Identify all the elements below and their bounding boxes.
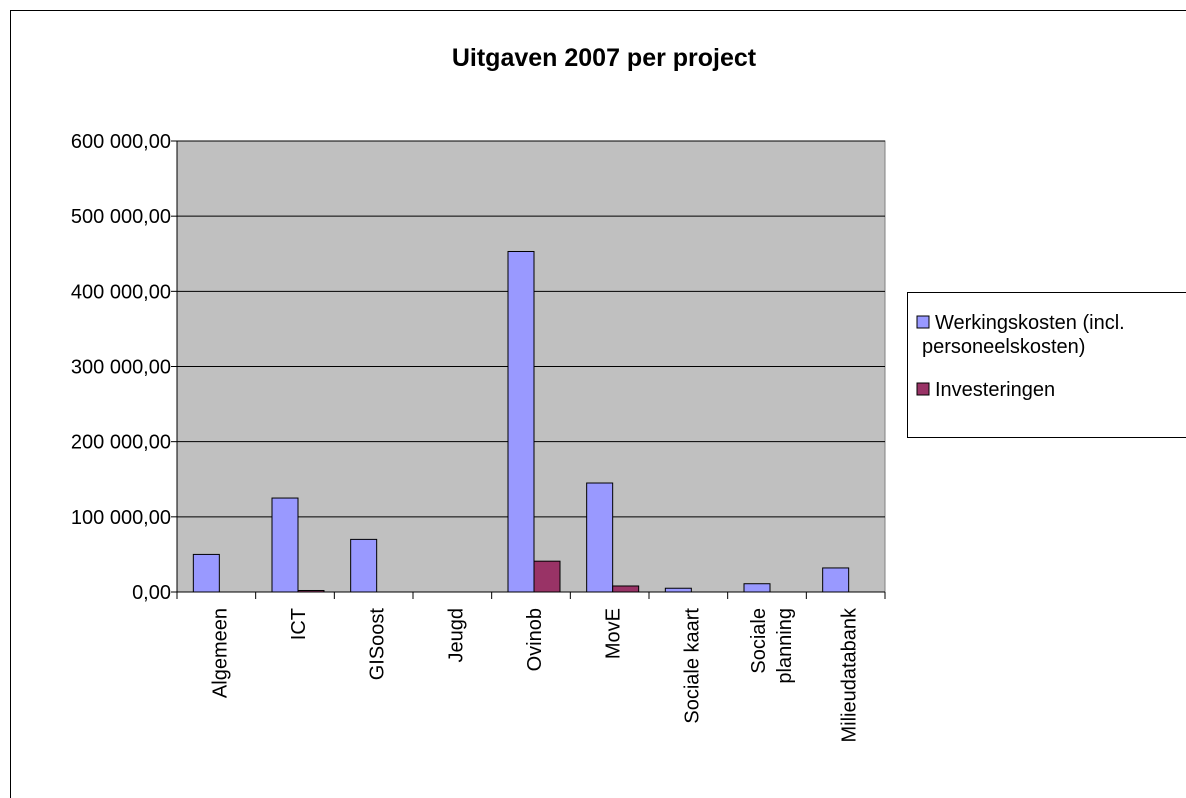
bar — [533, 560, 561, 593]
x-tick-label: Sociale planning — [748, 608, 796, 684]
x-tick-label: Sociale kaart — [681, 608, 703, 724]
legend-box — [907, 292, 1186, 438]
x-tick-label: Milieudatabank — [839, 607, 861, 743]
y-tick-label: 500 000,00 — [71, 206, 171, 228]
bar — [297, 589, 325, 593]
chart-title: Uitgaven 2007 per project — [452, 44, 757, 72]
y-tick-label: 600 000,00 — [71, 131, 171, 153]
x-tick-label: Jeugd — [445, 608, 467, 663]
x-tick-label: ICT — [288, 608, 310, 640]
bar — [507, 250, 535, 593]
y-tick-label: 200 000,00 — [71, 432, 171, 454]
bar — [822, 567, 850, 593]
x-tick-label: GISoost — [367, 608, 389, 681]
bar — [271, 497, 299, 593]
legend-label: Investeringen — [935, 379, 1055, 401]
x-tick-label: MovE — [603, 608, 625, 659]
y-tick-label: 300 000,00 — [71, 357, 171, 379]
legend-label: Werkingskosten (incl. personeelskosten) — [922, 312, 1125, 358]
bar — [586, 482, 614, 593]
bar — [612, 585, 640, 593]
x-tick-label: Ovinob — [524, 608, 546, 671]
bar — [350, 538, 378, 593]
bar — [192, 553, 220, 593]
y-tick-label: 400 000,00 — [71, 281, 171, 303]
y-tick-label: 100 000,00 — [71, 507, 171, 529]
legend-swatch — [916, 382, 930, 396]
bar — [743, 583, 771, 593]
y-tick-label: 0,00 — [132, 582, 171, 604]
x-tick-label: Algemeen — [209, 608, 231, 698]
legend-swatch — [916, 315, 930, 329]
bar — [664, 587, 692, 593]
